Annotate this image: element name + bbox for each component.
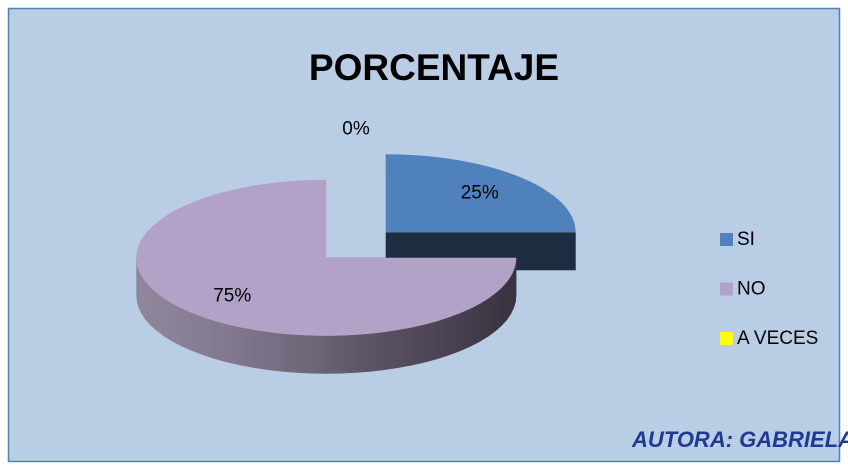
pie-slice [385, 154, 576, 233]
legend-swatch [720, 233, 733, 246]
slice-side-shade [136, 257, 517, 374]
legend-label: NO [737, 279, 766, 300]
data-label: 75% [213, 285, 251, 306]
pie-tops [136, 154, 576, 336]
data-labels: 25% 75% 0% [213, 119, 499, 307]
legend-label: SI [737, 229, 755, 250]
pie-slice [136, 179, 517, 336]
legend-swatch [720, 332, 733, 345]
data-label: 25% [461, 183, 499, 204]
legend-swatch [720, 282, 733, 296]
legend-label: A VECES [737, 328, 818, 349]
annotation: AUTORA: GABRIELA OSORIO [631, 427, 848, 452]
data-label: 0% [342, 119, 370, 140]
chart-title: PORCENTAJE [309, 47, 559, 88]
legend: SI NO A VECES [720, 229, 818, 349]
